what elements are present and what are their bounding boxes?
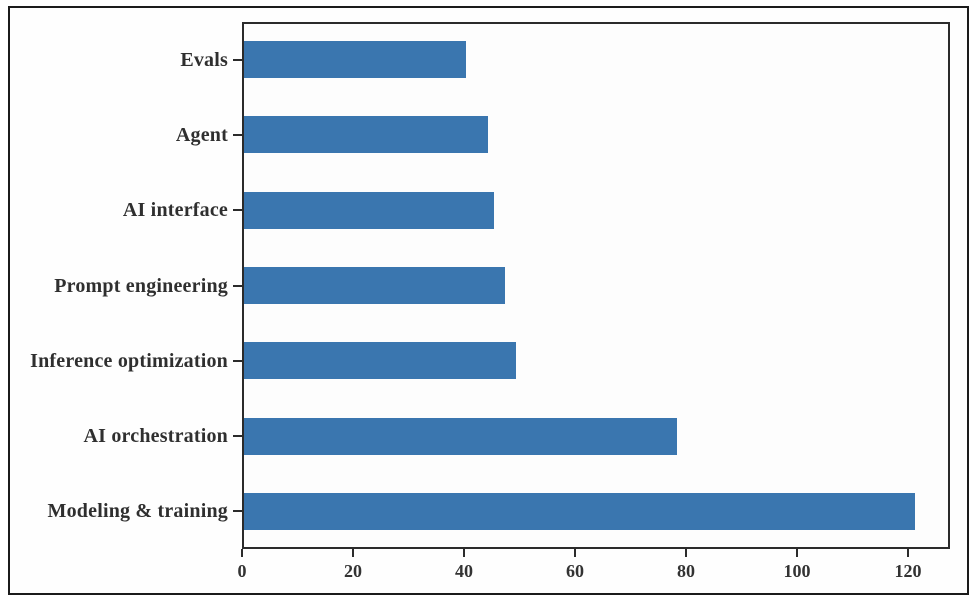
x-axis-tick bbox=[241, 549, 243, 557]
x-axis-tick-label: 0 bbox=[237, 561, 247, 581]
x-axis-tick bbox=[463, 549, 465, 557]
bar bbox=[244, 116, 488, 153]
y-axis-tick bbox=[233, 59, 243, 61]
bar bbox=[244, 192, 494, 229]
category-label: Inference optimization bbox=[30, 350, 228, 372]
bar bbox=[244, 493, 915, 530]
x-axis-tick-label: 100 bbox=[783, 561, 811, 581]
x-axis-tick bbox=[352, 549, 354, 557]
category-label: Agent bbox=[175, 124, 228, 146]
bar bbox=[244, 418, 677, 455]
y-axis-tick bbox=[233, 360, 243, 362]
bar bbox=[244, 342, 516, 379]
category-label: AI interface bbox=[122, 199, 228, 221]
x-axis-tick bbox=[574, 549, 576, 557]
y-axis-tick bbox=[233, 209, 243, 211]
bar bbox=[244, 267, 505, 304]
x-axis-tick-label: 60 bbox=[566, 561, 584, 581]
x-axis-tick-label: 40 bbox=[455, 561, 473, 581]
y-axis-tick bbox=[233, 134, 243, 136]
bar bbox=[244, 41, 466, 78]
y-axis-tick bbox=[233, 435, 243, 437]
x-axis-tick-label: 80 bbox=[677, 561, 695, 581]
category-label: Evals bbox=[180, 49, 228, 71]
category-label: Modeling & training bbox=[47, 500, 228, 522]
x-axis-tick bbox=[685, 549, 687, 557]
y-axis-tick bbox=[233, 285, 243, 287]
category-label: AI orchestration bbox=[83, 425, 228, 447]
y-axis-tick bbox=[233, 510, 243, 512]
x-axis-tick-label: 20 bbox=[344, 561, 362, 581]
x-axis-tick-label: 120 bbox=[894, 561, 922, 581]
x-axis-tick bbox=[796, 549, 798, 557]
x-axis-tick bbox=[907, 549, 909, 557]
category-label: Prompt engineering bbox=[54, 275, 228, 297]
